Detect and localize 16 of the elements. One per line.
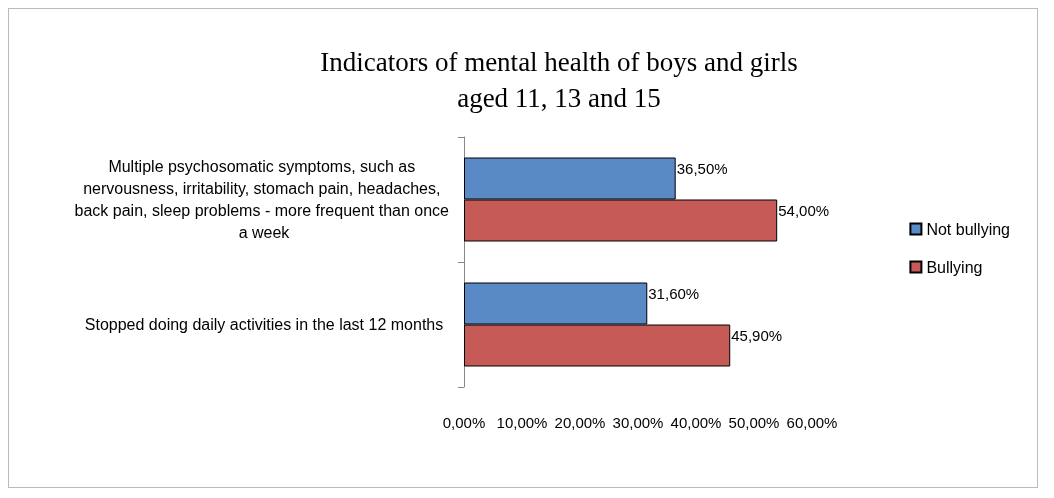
x-tick-label: 30,00% <box>612 414 664 431</box>
legend-label: Not bullying <box>926 220 1011 238</box>
data-label: 31,60% <box>648 285 700 302</box>
x-tick-label: 20,00% <box>554 414 606 431</box>
data-label: 45,90% <box>731 327 783 344</box>
x-tick-label: 50,00% <box>728 414 780 431</box>
y-tick-label: Stopped doing daily activities in the last 12 months <box>84 316 444 333</box>
legend-label: Bullying <box>926 258 983 276</box>
y-tick-label: Multiple psychosomatic symptoms, such as nervousness, irritability, stomach pain, headaches, back pain, sleep problems - more frequent than once a week <box>74 158 454 241</box>
x-tick-label: 40,00% <box>670 414 722 431</box>
data-label: 54,00% <box>778 202 830 219</box>
x-tick-label: 60,00% <box>786 414 838 431</box>
chart-title: Indicators of mental health of boys and girls aged 11, 13 and 15 <box>320 47 798 113</box>
x-tick-label: 10,00% <box>496 414 548 431</box>
data-label: 36,50% <box>676 160 728 177</box>
x-tick-label: 0,00% <box>442 414 486 431</box>
